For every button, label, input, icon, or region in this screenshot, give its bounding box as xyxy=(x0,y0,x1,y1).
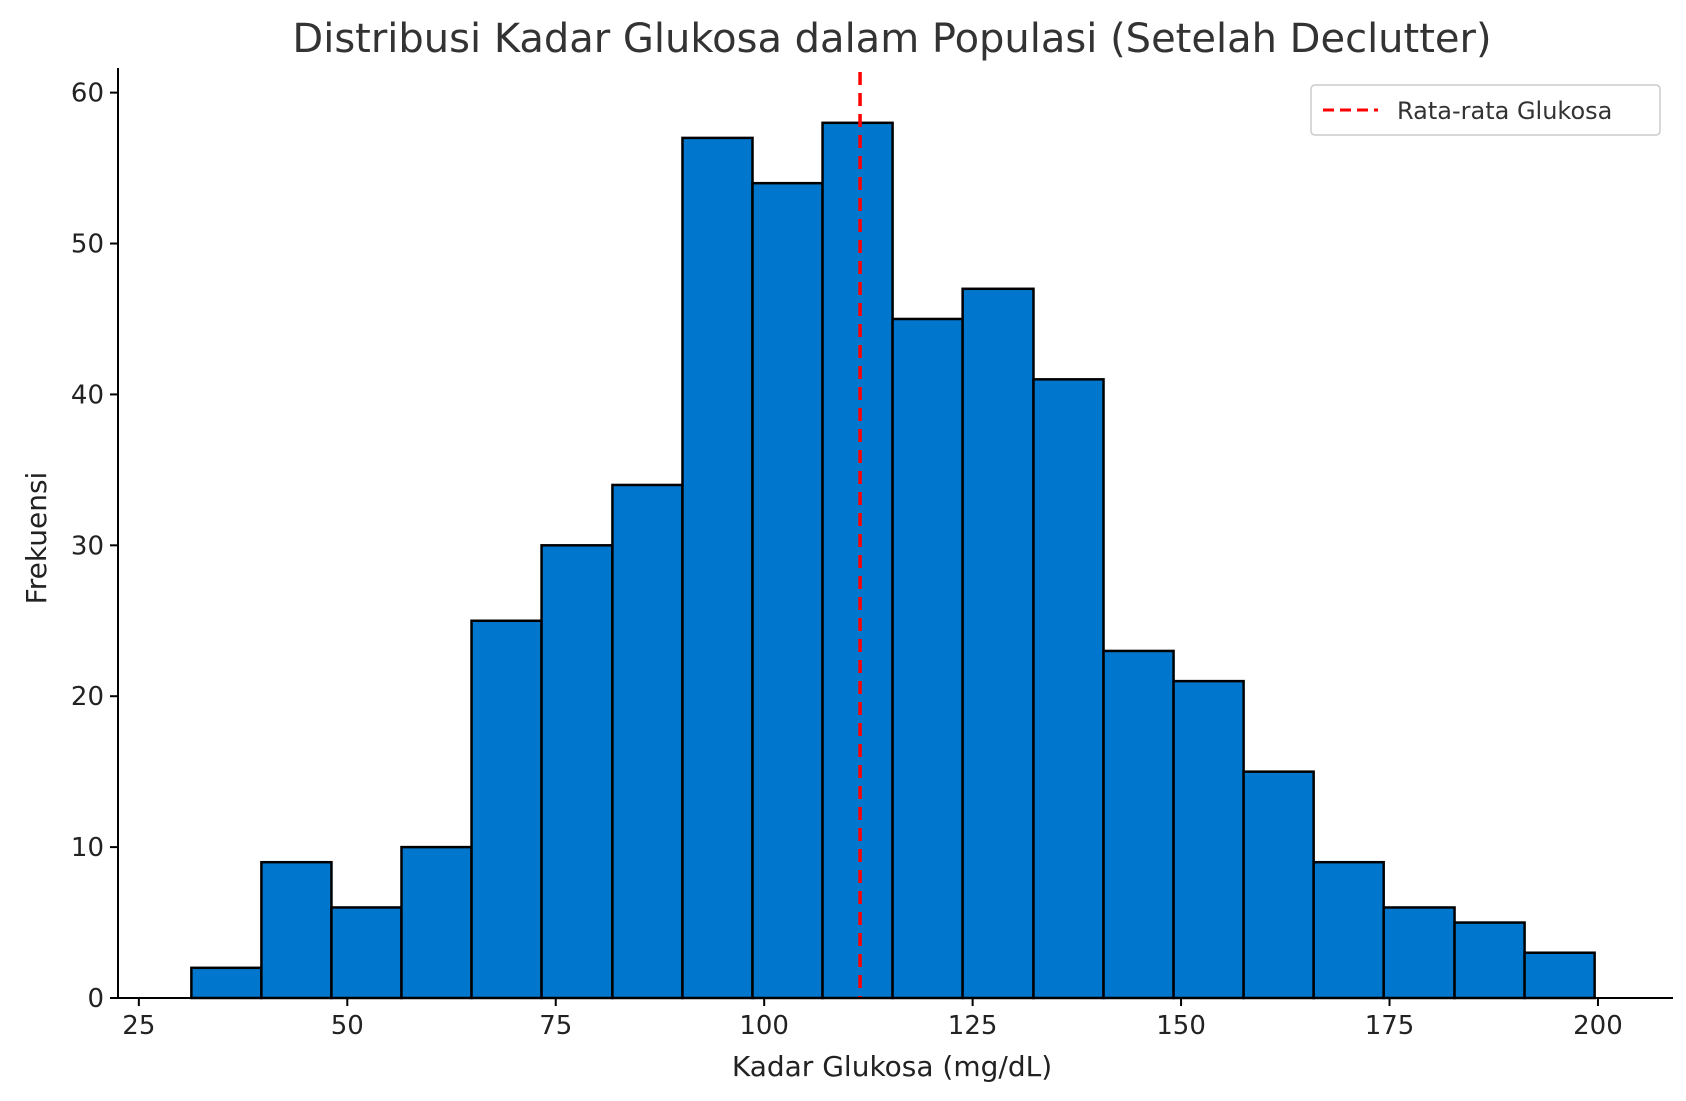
x-tick-label-125: 125 xyxy=(948,1011,998,1041)
x-tick-label-175: 175 xyxy=(1365,1011,1415,1041)
y-tick-label-10: 10 xyxy=(71,833,104,863)
histogram-bar-12 xyxy=(961,287,1035,1000)
y-tick-label-30: 30 xyxy=(71,531,104,561)
histogram-bar-2 xyxy=(260,860,333,1000)
histogram-bar-4 xyxy=(400,845,473,1000)
histogram-bar-1 xyxy=(190,966,263,1000)
legend: Rata-rata Glukosa xyxy=(1310,84,1661,136)
histogram-bar-5 xyxy=(470,619,543,1000)
y-axis-label: Frekuensi xyxy=(20,472,53,605)
x-tick-label-75: 75 xyxy=(539,1011,572,1041)
legend-frame xyxy=(1310,84,1661,136)
y-tick-label-50: 50 xyxy=(71,230,104,260)
histogram-bar-16 xyxy=(1242,770,1315,1000)
y-tick-label-20: 20 xyxy=(71,682,104,712)
histogram-bar-18 xyxy=(1382,906,1456,1000)
histogram-bar-19 xyxy=(1453,921,1526,1000)
x-axis-label: Kadar Glukosa (mg/dL) xyxy=(732,1050,1052,1083)
x-tick-label-150: 150 xyxy=(1156,1011,1206,1041)
histogram-bar-11 xyxy=(891,317,964,1000)
histogram-bar-9 xyxy=(751,181,824,1000)
y-tick-label-60: 60 xyxy=(71,79,104,109)
x-tick-label-25: 25 xyxy=(122,1011,155,1041)
histogram-bar-20 xyxy=(1523,951,1596,1000)
histogram-bar-6 xyxy=(540,544,614,1000)
histogram-bar-15 xyxy=(1172,679,1245,1000)
histogram-bar-7 xyxy=(611,483,684,1000)
y-tick-label-40: 40 xyxy=(71,380,104,410)
histogram-bar-10 xyxy=(821,121,894,1000)
histogram-bar-13 xyxy=(1032,378,1105,1000)
x-tick-label-200: 200 xyxy=(1573,1011,1623,1041)
histogram-bar-17 xyxy=(1312,860,1385,1000)
bars-group xyxy=(190,121,1596,1000)
axes-group: 25 50 75 100 125 150 175 200 0 10 20 30 40 50 60 xyxy=(71,68,1673,1041)
histogram-bar-3 xyxy=(330,906,403,1000)
x-tick-label-100: 100 xyxy=(739,1011,789,1041)
x-tick-label-50: 50 xyxy=(331,1011,364,1041)
chart-title: Distribusi Kadar Glukosa dalam Populasi … xyxy=(292,16,1491,62)
histogram-bar-14 xyxy=(1102,649,1175,1000)
y-tick-label-0: 0 xyxy=(87,984,104,1014)
legend-mean-label: Rata-rata Glukosa xyxy=(1397,97,1612,125)
histogram-bar-8 xyxy=(681,136,754,1000)
